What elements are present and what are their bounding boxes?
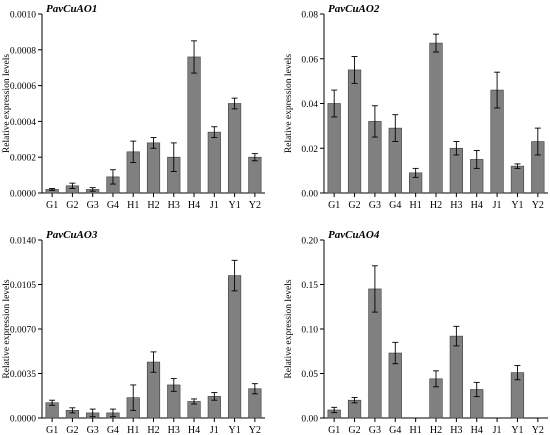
x-tick-label: H2	[147, 425, 159, 435]
x-tick-label: G3	[369, 200, 381, 211]
x-tick-label: H4	[188, 200, 200, 211]
y-axis-label: Relative expression levels	[284, 279, 294, 378]
x-tick-label: G2	[348, 200, 360, 211]
x-tick-label: G4	[389, 200, 401, 211]
bar-Y1	[510, 165, 525, 194]
y-axis-label: Relative expression levels	[2, 279, 12, 378]
y-tick-label: 0.0105	[10, 281, 36, 291]
y-tick-label: 0.0000	[10, 190, 36, 200]
x-tick-label: J1	[210, 200, 219, 211]
bar-Y2	[248, 156, 262, 194]
bar-H2	[146, 142, 161, 194]
x-tick-label: H3	[168, 425, 180, 435]
bar-H4	[187, 56, 201, 194]
x-tick-label: Y2	[532, 425, 544, 435]
x-tick-label: G1	[46, 200, 58, 211]
y-tick-label: 0.0006	[10, 82, 36, 92]
y-tick-label: 0.0004	[10, 118, 36, 128]
y-tick-label: 0.06	[301, 55, 318, 65]
x-tick-label: Y1	[511, 200, 523, 211]
chart-title: PavCuAO2	[328, 3, 380, 15]
x-tick-label: H1	[410, 200, 422, 211]
x-tick-label: H1	[127, 200, 139, 211]
x-tick-label: H2	[430, 425, 442, 435]
x-tick-label: Y2	[249, 425, 261, 435]
chart-panel-1: 0.0000 0.0002 0.0004 0.0006 0.0008 0.0010 PavC…	[2, 3, 265, 211]
x-tick-label: G1	[328, 200, 340, 211]
y-tick-label: 0.00	[301, 415, 318, 425]
x-tick-label: H4	[471, 200, 483, 211]
y-tick-label: 0.20	[301, 237, 318, 247]
y-axis-label: Relative expression levels	[284, 54, 294, 153]
x-tick-label: H1	[410, 425, 422, 435]
x-tick-label: G3	[87, 200, 99, 211]
x-tick-label: H3	[168, 200, 180, 211]
y-tick-label: 0.15	[301, 281, 318, 291]
x-tick-label: G2	[66, 425, 78, 435]
x-tick-label: G3	[87, 425, 99, 435]
x-tick-label: Y1	[228, 425, 240, 435]
x-tick-label: J1	[493, 200, 502, 211]
y-tick-label: 0.08	[301, 11, 318, 21]
y-tick-label: 0.00	[301, 190, 318, 200]
x-tick-label: G3	[369, 425, 381, 435]
x-tick-label: H3	[450, 425, 462, 435]
x-tick-label: G1	[46, 425, 58, 435]
x-tick-label: H4	[471, 425, 483, 435]
x-tick-label: G4	[389, 425, 401, 435]
x-tick-label: H2	[430, 200, 442, 211]
chart-panel-3: 0.0000 0.0035 0.0070 0.0105 0.0140 PavCuAO3 Re…	[2, 229, 265, 435]
x-tick-label: Y1	[511, 425, 523, 435]
bar-J1	[207, 131, 221, 194]
chart-panel-4: 0.00 0.05 0.10 0.15 0.20 PavCuAO4 Relative exp…	[284, 229, 548, 435]
y-tick-label: 0.0010	[10, 11, 36, 21]
chart-title: PavCuAO4	[328, 229, 380, 241]
bar-G2	[347, 69, 362, 194]
x-tick-label: G2	[66, 200, 78, 211]
y-axis-label: Relative expression levels	[2, 54, 12, 153]
x-tick-label: Y2	[249, 200, 261, 211]
x-tick-label: Y1	[228, 200, 240, 211]
x-tick-label: H2	[147, 200, 159, 211]
y-tick-label: 0.0002	[10, 154, 36, 164]
y-tick-label: 0.0000	[10, 415, 36, 425]
x-tick-label: G4	[107, 200, 119, 211]
chart-title: PavCuAO1	[46, 3, 97, 15]
y-tick-label: 0.0035	[10, 370, 36, 380]
y-tick-label: 0.04	[301, 100, 318, 110]
x-tick-label: J1	[493, 425, 502, 435]
x-tick-label: H4	[188, 425, 200, 435]
x-tick-label: G1	[328, 425, 340, 435]
y-tick-label: 0.0140	[10, 237, 36, 247]
y-tick-label: 0.05	[301, 370, 318, 380]
x-tick-label: H1	[127, 425, 139, 435]
x-tick-label: Y2	[532, 200, 544, 211]
y-tick-label: 0.0008	[10, 46, 36, 56]
x-tick-label: J1	[210, 425, 219, 435]
y-tick-label: 0.10	[301, 326, 318, 336]
x-tick-label: G4	[107, 425, 119, 435]
chart-title: PavCuAO3	[46, 229, 98, 241]
bar-Y1	[228, 275, 242, 419]
bar-H2	[429, 42, 443, 194]
y-tick-label: 0.0070	[10, 326, 36, 336]
bar-H3	[449, 335, 463, 419]
chart-panel-2: 0.00 0.02 0.04 0.06 0.08 PavCuAO2 Relative exp…	[284, 3, 548, 211]
bar-Y1	[228, 103, 242, 194]
x-tick-label: G2	[348, 425, 360, 435]
x-tick-label: H3	[450, 200, 462, 211]
y-tick-label: 0.02	[301, 145, 318, 155]
